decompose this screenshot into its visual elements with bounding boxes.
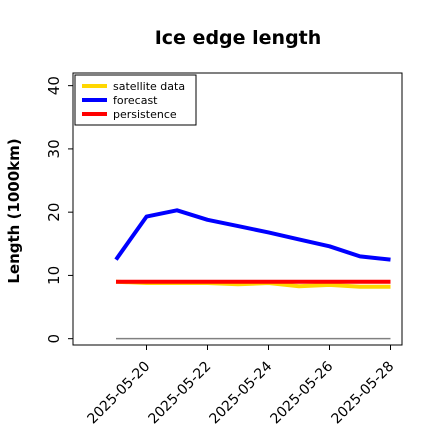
y-tick-label: 10: [45, 266, 63, 285]
y-axis-label: Length (1000km): [5, 138, 23, 283]
plot-area: 0102030402025-05-202025-05-222025-05-242…: [45, 72, 403, 428]
x-tick-label: 2025-05-24: [206, 358, 275, 427]
x-tick-label: 2025-05-22: [145, 359, 214, 428]
series-line-forecast: [114, 208, 391, 262]
x-tick-label: 2025-05-26: [267, 358, 336, 427]
chart-title: Ice edge length: [155, 27, 322, 49]
legend-label-persistence: persistence: [113, 108, 177, 121]
x-tick-label: 2025-05-28: [328, 359, 397, 428]
y-tick-label: 30: [45, 139, 63, 158]
legend-label-satellite-data: satellite data: [113, 80, 185, 93]
y-tick-label: 20: [45, 203, 63, 222]
plot-frame: [72, 72, 403, 346]
y-tick-label: 40: [45, 76, 63, 95]
legend-label-forecast: forecast: [113, 94, 158, 107]
y-tick-label: 0: [45, 334, 63, 344]
x-tick-label: 2025-05-20: [84, 359, 153, 428]
